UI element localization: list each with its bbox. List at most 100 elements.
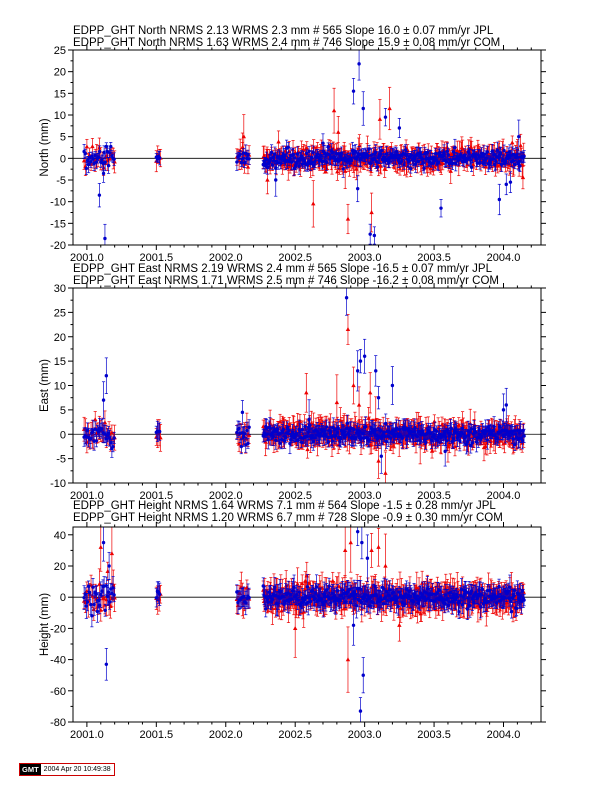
north-point-jpl [269, 150, 274, 155]
east-point-jpl [245, 428, 249, 433]
north-x-tick-label: 2002.5 [278, 252, 312, 264]
north-point-jpl [372, 157, 376, 161]
north-point-com [304, 145, 309, 150]
north-point-jpl [375, 165, 380, 169]
east-point-jpl [239, 444, 244, 449]
north-point-jpl [517, 134, 521, 139]
north-y-tick-label: -20 [50, 240, 66, 252]
north-point-com [378, 163, 384, 168]
east-point-jpl [266, 437, 270, 442]
north-point-jpl [445, 149, 450, 154]
north-point-jpl [112, 157, 116, 161]
east-point-com [236, 441, 242, 446]
north-point-jpl [450, 161, 455, 165]
north-point-jpl [469, 165, 474, 169]
north-point-jpl [357, 62, 361, 66]
north-point-jpl [157, 156, 162, 160]
north-point-com [84, 144, 90, 149]
north-point-jpl [439, 206, 443, 210]
east-point-com [102, 420, 108, 425]
north-point-jpl [504, 182, 508, 187]
north-point-jpl [89, 160, 93, 164]
east-point-com [277, 419, 283, 424]
north-point-jpl [497, 197, 502, 202]
north-point-jpl [397, 126, 402, 130]
north-point-com [342, 168, 348, 173]
north-point-jpl [499, 151, 503, 155]
north-point-jpl [452, 157, 456, 161]
north-point-jpl [311, 150, 315, 155]
north-point-jpl [442, 150, 446, 154]
north-point-com [440, 161, 445, 166]
north-y-tick-label: 0 [60, 153, 66, 165]
north-point-jpl [422, 166, 426, 170]
north-point-jpl [383, 115, 388, 119]
north-point-jpl [97, 193, 102, 197]
east-series-jpl [82, 288, 526, 474]
north-point-jpl [465, 157, 470, 162]
north-point-jpl [513, 162, 517, 167]
east-point-com [334, 400, 340, 405]
north-point-jpl [286, 145, 290, 149]
north-point-jpl [416, 159, 420, 164]
north-point-jpl [247, 157, 251, 161]
north-point-jpl [504, 159, 508, 164]
north-point-jpl [372, 233, 377, 238]
north-y-tick-label: 25 [54, 45, 66, 57]
north-point-com [387, 106, 392, 111]
north-point-jpl [238, 152, 242, 157]
east-point-com [305, 447, 310, 452]
north-point-jpl [434, 151, 438, 156]
north-point-jpl [102, 150, 106, 155]
east-point-jpl [157, 429, 162, 434]
north-point-jpl [339, 151, 344, 155]
north-point-com [495, 163, 500, 168]
north-point-jpl [421, 161, 425, 165]
north-point-jpl [379, 148, 384, 153]
north-point-jpl [326, 144, 330, 149]
north-point-com [520, 175, 526, 180]
north-point-jpl [493, 162, 497, 167]
north-point-com [345, 216, 351, 221]
north-point-jpl [295, 152, 300, 156]
north-point-jpl [304, 151, 309, 156]
north-point-jpl [291, 152, 295, 157]
east-series-com [81, 314, 526, 483]
north-point-com [354, 166, 359, 171]
north-point-com [397, 166, 403, 171]
east-point-com [442, 422, 447, 427]
north-point-jpl [107, 151, 112, 155]
north-point-jpl [395, 153, 400, 157]
north-point-jpl [361, 106, 365, 111]
east-point-com [483, 443, 488, 448]
east-point-com [351, 383, 356, 388]
north-point-jpl [101, 171, 106, 176]
north-point-jpl [368, 232, 372, 236]
north-point-jpl [294, 161, 299, 166]
east-point-com [304, 390, 309, 395]
north-point-com [311, 201, 316, 206]
north-point-com [245, 164, 251, 169]
north-point-jpl [475, 161, 480, 165]
north-point-jpl [324, 160, 329, 165]
north-point-jpl [407, 159, 411, 164]
north-point-jpl [103, 236, 107, 241]
north-point-com [240, 145, 245, 150]
north-point-jpl [288, 156, 292, 161]
north-point-jpl [299, 154, 304, 158]
north-y-tick-label: -10 [50, 197, 66, 209]
north-point-jpl [494, 159, 498, 164]
north-point-com [265, 177, 270, 182]
north-point-jpl [469, 158, 473, 162]
north-point-jpl [488, 160, 492, 165]
north-point-jpl [106, 163, 111, 168]
north-point-jpl [436, 160, 440, 164]
north-point-com [518, 143, 523, 148]
north-point-com [448, 168, 453, 173]
north-point-jpl [369, 161, 373, 166]
north-point-com [510, 140, 515, 145]
north-point-jpl [109, 144, 113, 149]
north-x-tick-label: 2001.5 [139, 252, 173, 264]
north-point-com [377, 116, 383, 121]
